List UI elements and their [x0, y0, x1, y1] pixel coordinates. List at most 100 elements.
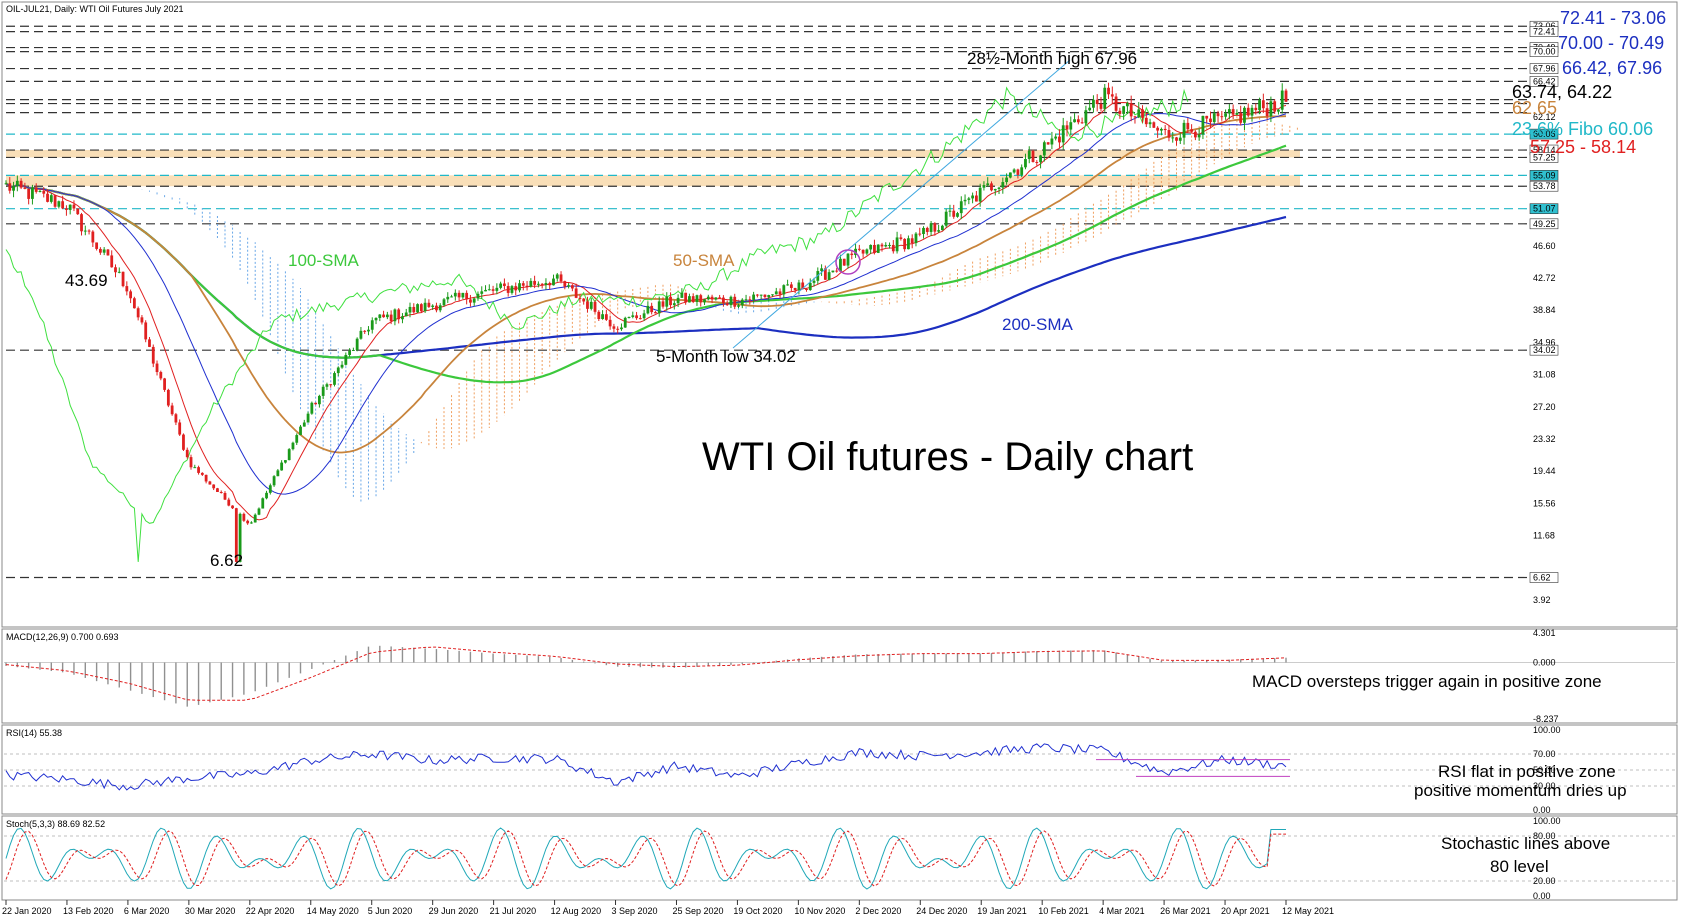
candle-body: [83, 230, 87, 232]
candle-body: [574, 288, 578, 298]
macd-pane: [1, 628, 1678, 724]
candle-body: [238, 513, 242, 562]
candle-body: [563, 281, 567, 287]
candle-body: [521, 283, 525, 286]
candle-body: [510, 286, 514, 293]
candle-body: [842, 258, 846, 266]
candle-body: [1171, 137, 1175, 139]
candle-body: [15, 180, 19, 187]
candle-body: [8, 183, 12, 191]
candle-body: [729, 296, 733, 306]
candle-body: [1258, 100, 1261, 111]
candle-body: [204, 474, 208, 482]
candle-body: [514, 286, 518, 291]
candle-body: [952, 210, 956, 217]
price-tag: [1529, 203, 1559, 215]
candle-body: [963, 199, 967, 202]
candle-body: [250, 522, 253, 524]
stoch-note-2: 80 level: [1490, 857, 1549, 876]
candle-body: [1227, 109, 1231, 114]
candle-body: [1209, 118, 1212, 123]
candle-body: [182, 434, 185, 450]
candle-body: [197, 467, 200, 473]
candle-body: [1016, 169, 1020, 175]
date-label: 24 Dec 2020: [916, 906, 967, 916]
candle-body: [971, 195, 975, 199]
candle-body: [552, 278, 555, 286]
candle-body: [416, 304, 419, 313]
candle-body: [703, 299, 706, 303]
candle-body: [650, 305, 654, 313]
candle-body: [1167, 130, 1171, 138]
macd-axis-label: 0.000: [1533, 658, 1556, 668]
candle-body: [725, 303, 729, 306]
candle-body: [793, 287, 797, 291]
sma50-label: 50-SMA: [673, 251, 735, 270]
candle-body: [359, 330, 363, 339]
candle-body: [669, 296, 672, 306]
candle-body: [559, 274, 563, 282]
candle-body: [461, 292, 465, 298]
candle-body: [1224, 113, 1227, 117]
candle-body: [570, 285, 574, 289]
candle-body: [344, 354, 348, 365]
price-header: OIL-JUL21, Daily: WTI Oil Futures July 2…: [6, 4, 184, 14]
candle-body: [722, 297, 725, 304]
candle-body: [910, 238, 914, 244]
candle-body: [688, 296, 691, 303]
price-axis-label: 34.96: [1533, 337, 1556, 347]
candle-body: [525, 285, 529, 287]
candle-body: [1159, 128, 1163, 131]
price-axis-label: 27.20: [1533, 402, 1556, 412]
price-tag: [1529, 218, 1559, 230]
candle-body: [646, 305, 650, 314]
sma200-label: 200-SMA: [1002, 315, 1074, 334]
candle-body: [601, 314, 604, 319]
candle-body: [993, 188, 997, 191]
candle-body: [922, 227, 925, 235]
low5-annotation: 5-Month low 34.02: [656, 347, 796, 366]
chikou-line: [5, 86, 1189, 562]
date-label: 19 Jan 2021: [977, 906, 1027, 916]
candle-body: [1231, 109, 1235, 115]
candle-body: [812, 280, 816, 283]
candle-body: [200, 472, 204, 475]
candle-body: [937, 230, 941, 232]
stoch-axis-label: 20.00: [1533, 876, 1556, 886]
price-axis-label: 49.25: [1533, 219, 1556, 229]
candle-body: [189, 457, 193, 468]
candle-body: [374, 317, 378, 321]
resistance-1: 72.41 - 73.06: [1560, 8, 1666, 28]
price-axis-label: 60.06: [1533, 129, 1556, 139]
candle-body: [163, 378, 166, 390]
candle-body: [733, 296, 737, 307]
candle-body: [336, 367, 340, 374]
date-label: 13 Feb 2020: [63, 906, 114, 916]
candle-body: [1156, 127, 1160, 131]
candle-body: [831, 270, 835, 273]
candle-body: [472, 298, 476, 303]
candle-body: [555, 274, 559, 279]
candle-body: [19, 180, 23, 188]
candle-body: [586, 301, 589, 309]
candle-body: [1126, 103, 1129, 107]
candle-body: [287, 449, 291, 461]
candle-body: [246, 520, 250, 524]
candle-body: [265, 492, 268, 499]
price-axis-label: 46.60: [1533, 241, 1556, 251]
candle-body: [442, 299, 446, 306]
date-label: 26 Mar 2021: [1160, 906, 1211, 916]
rsi-axis-label: 0.00: [1533, 805, 1551, 815]
candle-body: [382, 314, 385, 318]
candle-body: [1020, 167, 1024, 175]
candle-body: [155, 363, 159, 373]
rsi-axis-label: 70.00: [1533, 749, 1556, 759]
candle-body: [412, 306, 416, 313]
candle-body: [453, 292, 457, 297]
candle-body: [1076, 119, 1080, 123]
candle-body: [774, 291, 778, 295]
candle-body: [888, 244, 891, 246]
price-axis-label: 19.44: [1533, 466, 1556, 476]
candle-body: [925, 227, 929, 232]
candle-body: [714, 297, 718, 300]
